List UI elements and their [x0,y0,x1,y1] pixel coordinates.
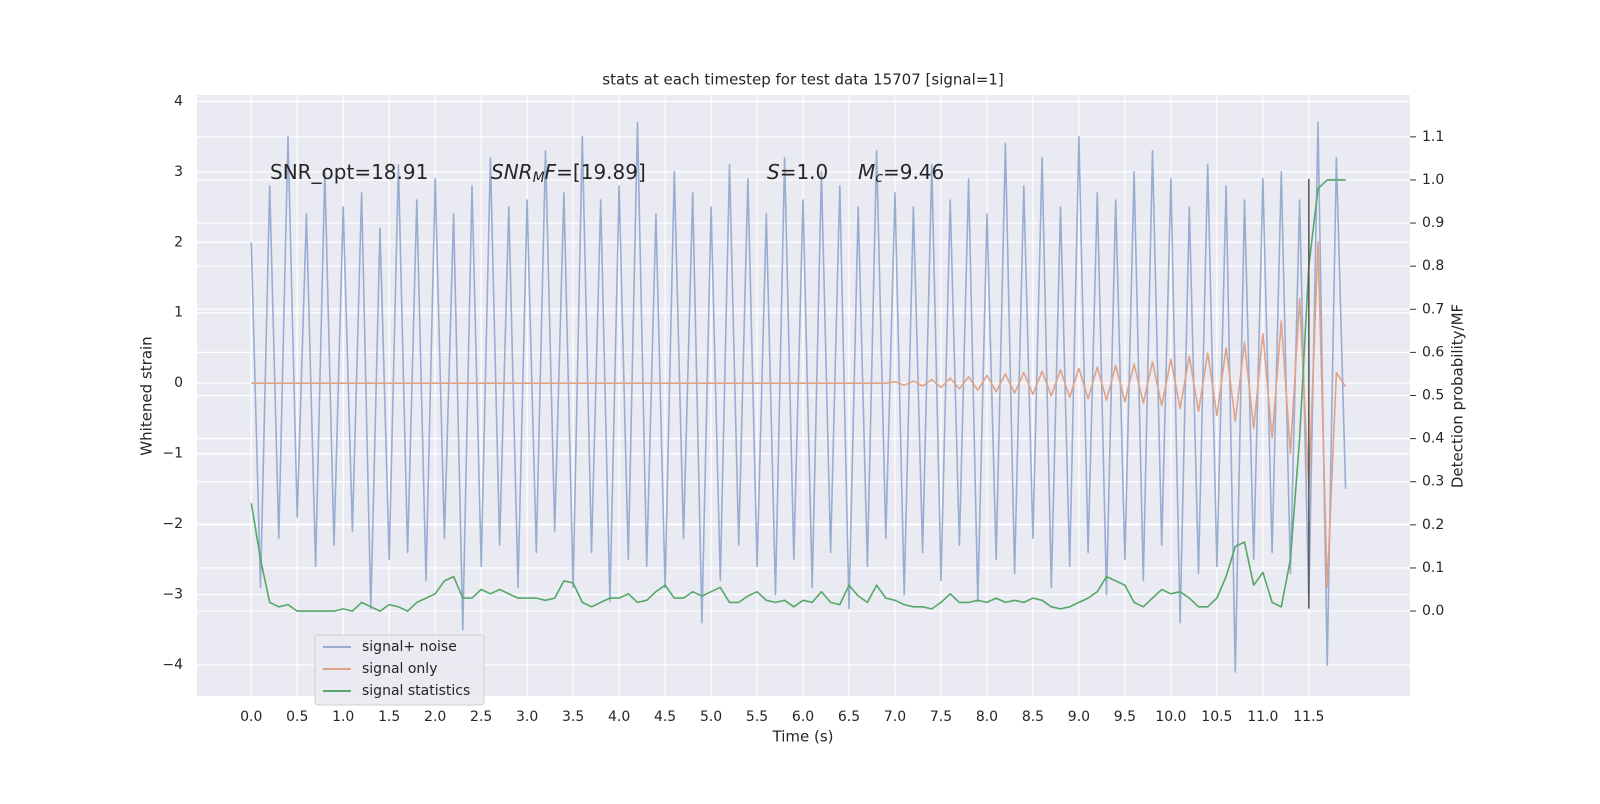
legend-label: signal statistics [362,683,470,699]
annotation: SNR_opt=18.91 [270,160,428,184]
x-tick-label: 0.0 [240,709,262,725]
annotation: SNRMF=[19.89] [491,160,646,187]
x-tick-label: 9.0 [1068,709,1090,725]
series-line [251,241,1347,589]
annotation-part: S [767,160,780,184]
y2-tick-label: 0.2 [1422,517,1444,533]
y2-tick-label: 0.9 [1422,215,1444,231]
y-tick-label: −2 [162,516,183,532]
y2-tick-label: 0.1 [1422,560,1444,576]
y2-tick-label: 0.8 [1422,258,1444,274]
y-axis-label: Whitened strain [138,336,156,455]
y2-tick-label: 0.5 [1422,388,1444,404]
x-tick-label: 9.5 [1114,709,1136,725]
y2-tick-label: 0.3 [1422,474,1444,490]
series-line [250,179,1346,612]
x-tick-label: 3.5 [562,709,584,725]
x-tick-label: 11.5 [1293,709,1324,725]
legend-label: signal only [362,661,437,677]
x-tick-label: 8.0 [976,709,998,725]
annotation-part: M [858,160,875,184]
x-tick-label: 11.0 [1247,709,1278,725]
annotation-part: SNR [491,160,533,184]
chart-title: stats at each timestep for test data 157… [602,71,1003,89]
y2-tick-label: 0.7 [1422,301,1444,317]
y-tick-label: 1 [174,305,183,321]
x-tick-label: 2.5 [470,709,492,725]
annotation-part: F [545,160,557,184]
y2-tick-label: 0.4 [1422,431,1444,447]
y-tick-label: −1 [162,446,183,462]
x-tick-label: 7.5 [930,709,952,725]
x-tick-label: 4.5 [654,709,676,725]
y2-axis-label: Detection probability/MF [1449,304,1467,488]
x-tick-label: 2.0 [424,709,446,725]
legend-box [314,634,485,706]
annotation-part: M [533,170,545,186]
x-tick-label: 5.5 [746,709,768,725]
series-line [250,121,1347,673]
y2-tick-label: 0.6 [1422,344,1444,360]
y-tick-label: 4 [174,93,183,109]
y-tick-label: −3 [162,587,183,603]
x-tick-label: 6.5 [838,709,860,725]
annotation-part: =9.46 [883,160,944,184]
y-tick-label: 3 [174,164,183,180]
x-tick-label: 1.5 [378,709,400,725]
annotation-part: =[19.89] [556,160,646,184]
x-tick-label: 8.5 [1022,709,1044,725]
annotation: Mc=9.46 [858,160,944,187]
y-tick-label: 0 [174,375,183,391]
y2-tick-label: 0.0 [1422,603,1444,619]
x-tick-label: 3.0 [516,709,538,725]
y-tick-label: −4 [162,657,183,673]
x-tick-label: 7.0 [884,709,906,725]
y2-tick-label: 1.1 [1422,129,1444,145]
annotation-part: =1.0 [780,160,829,184]
x-tick-label: 6.0 [792,709,814,725]
x-tick-label: 10.0 [1155,709,1186,725]
x-tick-label: 1.0 [332,709,354,725]
annotation: S=1.0 [767,160,828,184]
x-tick-label: 4.0 [608,709,630,725]
x-tick-label: 5.0 [700,709,722,725]
x-axis-label: Time (s) [772,728,834,746]
legend-label: signal+ noise [362,639,457,655]
x-tick-label: 10.5 [1201,709,1232,725]
annotation-part: SNR_opt=18.91 [270,160,428,184]
annotation-part: c [875,170,883,186]
y-tick-label: 2 [174,234,183,250]
y2-tick-label: 1.0 [1422,172,1444,188]
x-tick-label: 0.5 [286,709,308,725]
